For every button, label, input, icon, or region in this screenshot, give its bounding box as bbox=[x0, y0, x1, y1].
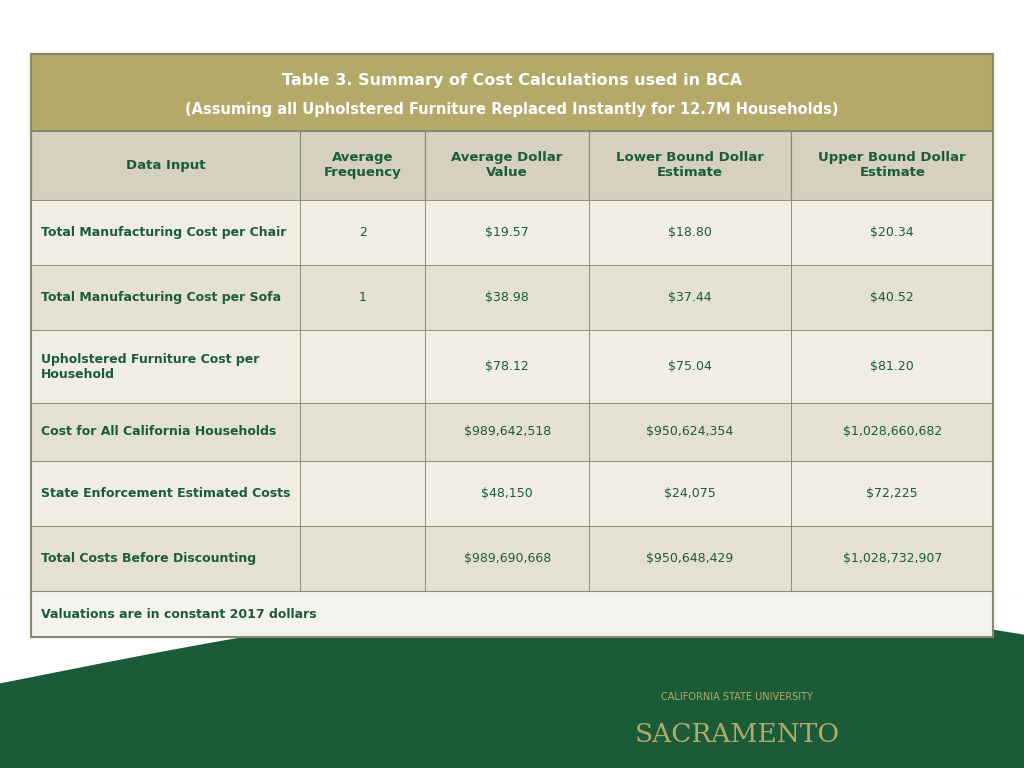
Text: $24,075: $24,075 bbox=[665, 487, 716, 500]
Text: $20.34: $20.34 bbox=[870, 226, 914, 239]
Text: Upper Bound Dollar
Estimate: Upper Bound Dollar Estimate bbox=[818, 151, 966, 179]
Text: $40.52: $40.52 bbox=[870, 291, 914, 304]
Text: (Assuming all Upholstered Furniture Replaced Instantly for 12.7M Households): (Assuming all Upholstered Furniture Repl… bbox=[185, 101, 839, 117]
Text: Cost for All California Households: Cost for All California Households bbox=[41, 425, 276, 439]
Text: $72,225: $72,225 bbox=[866, 487, 919, 500]
Text: $19.57: $19.57 bbox=[485, 226, 529, 239]
Text: SACRAMENTO: SACRAMENTO bbox=[635, 722, 840, 746]
Text: Valuations are in constant 2017 dollars: Valuations are in constant 2017 dollars bbox=[41, 608, 316, 621]
Text: Average
Frequency: Average Frequency bbox=[324, 151, 401, 179]
Text: $81.20: $81.20 bbox=[870, 360, 914, 373]
Text: Total Manufacturing Cost per Sofa: Total Manufacturing Cost per Sofa bbox=[41, 291, 281, 304]
Text: $37.44: $37.44 bbox=[669, 291, 712, 304]
Text: $38.98: $38.98 bbox=[485, 291, 529, 304]
Text: CALIFORNIA STATE UNIVERSITY: CALIFORNIA STATE UNIVERSITY bbox=[662, 692, 813, 702]
Text: Table 3. Summary of Cost Calculations used in BCA: Table 3. Summary of Cost Calculations us… bbox=[282, 73, 742, 88]
Text: $950,648,429: $950,648,429 bbox=[646, 552, 734, 565]
Text: $1,028,732,907: $1,028,732,907 bbox=[843, 552, 942, 565]
Text: $989,690,668: $989,690,668 bbox=[464, 552, 551, 565]
Text: State Enforcement Estimated Costs: State Enforcement Estimated Costs bbox=[41, 487, 291, 500]
Text: 2: 2 bbox=[358, 226, 367, 239]
Text: Total Manufacturing Cost per Chair: Total Manufacturing Cost per Chair bbox=[41, 226, 287, 239]
Text: Lower Bound Dollar
Estimate: Lower Bound Dollar Estimate bbox=[616, 151, 764, 179]
Text: $18.80: $18.80 bbox=[668, 226, 712, 239]
Text: $950,624,354: $950,624,354 bbox=[646, 425, 734, 439]
Text: Average Dollar
Value: Average Dollar Value bbox=[452, 151, 563, 179]
Text: Upholstered Furniture Cost per
Household: Upholstered Furniture Cost per Household bbox=[41, 353, 259, 381]
Text: $75.04: $75.04 bbox=[668, 360, 712, 373]
Text: $1,028,660,682: $1,028,660,682 bbox=[843, 425, 942, 439]
Text: $78.12: $78.12 bbox=[485, 360, 529, 373]
Text: $989,642,518: $989,642,518 bbox=[464, 425, 551, 439]
Text: Total Costs Before Discounting: Total Costs Before Discounting bbox=[41, 552, 256, 565]
Text: 1: 1 bbox=[358, 291, 367, 304]
Text: Data Input: Data Input bbox=[126, 159, 205, 171]
Text: $48,150: $48,150 bbox=[481, 487, 534, 500]
